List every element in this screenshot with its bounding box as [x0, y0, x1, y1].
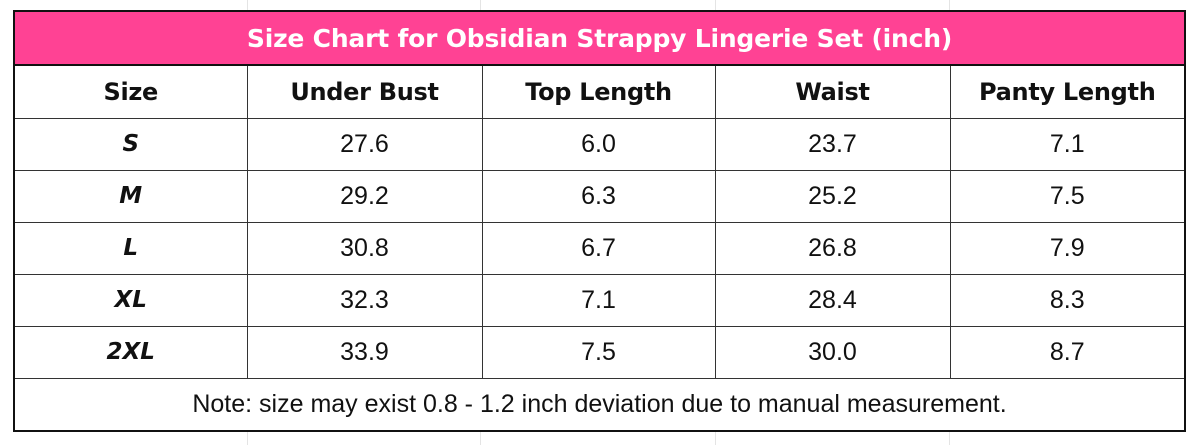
panty-length-value: 7.9: [950, 222, 1184, 275]
column-header-top-length: Top Length: [482, 66, 716, 119]
waist-value: 25.2: [715, 170, 951, 223]
waist-value: 23.7: [715, 118, 951, 171]
column-header-under-bust: Under Bust: [247, 66, 483, 119]
column-header-panty-length: Panty Length: [950, 66, 1184, 119]
measurement-note: Note: size may exist 0.8 - 1.2 inch devi…: [192, 390, 1007, 418]
under-bust-value: 33.9: [247, 326, 483, 379]
top-length-value: 6.7: [482, 222, 716, 275]
top-length-value: 6.0: [482, 118, 716, 171]
under-bust-value: 30.8: [247, 222, 483, 275]
size-label: S: [15, 118, 248, 171]
table-row: S 27.6 6.0 23.7 7.1: [15, 118, 1184, 171]
under-bust-value: 27.6: [247, 118, 483, 171]
column-header-waist: Waist: [715, 66, 951, 119]
waist-value: 30.0: [715, 326, 951, 379]
under-bust-value: 29.2: [247, 170, 483, 223]
chart-title: Size Chart for Obsidian Strappy Lingerie…: [15, 12, 1184, 66]
table-row: XL 32.3 7.1 28.4 8.3: [15, 274, 1184, 327]
size-chart: Size Chart for Obsidian Strappy Lingerie…: [13, 10, 1186, 432]
size-label: XL: [15, 274, 248, 327]
panty-length-value: 8.3: [950, 274, 1184, 327]
panty-length-value: 8.7: [950, 326, 1184, 379]
table-row: L 30.8 6.7 26.8 7.9: [15, 222, 1184, 275]
table-row: M 29.2 6.3 25.2 7.5: [15, 170, 1184, 223]
size-label: M: [15, 170, 248, 223]
size-label: L: [15, 222, 248, 275]
panty-length-value: 7.5: [950, 170, 1184, 223]
size-label: 2XL: [15, 326, 248, 379]
size-table: Size Under Bust Top Length Waist Panty L…: [15, 66, 1184, 379]
panty-length-value: 7.1: [950, 118, 1184, 171]
header-row: Size Under Bust Top Length Waist Panty L…: [15, 66, 1184, 119]
top-length-value: 7.1: [482, 274, 716, 327]
top-length-value: 6.3: [482, 170, 716, 223]
waist-value: 26.8: [715, 222, 951, 275]
under-bust-value: 32.3: [247, 274, 483, 327]
table-row: 2XL 33.9 7.5 30.0 8.7: [15, 326, 1184, 379]
waist-value: 28.4: [715, 274, 951, 327]
column-header-size: Size: [15, 66, 248, 119]
top-length-value: 7.5: [482, 326, 716, 379]
